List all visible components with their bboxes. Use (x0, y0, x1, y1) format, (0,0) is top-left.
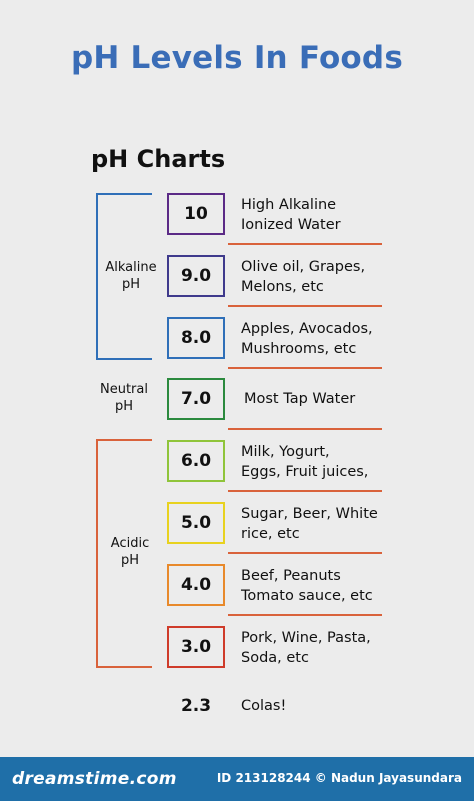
ph-value-box: 6.0 (167, 440, 225, 482)
alkaline-bracket (96, 193, 152, 360)
acidic-label-line2: pH (120, 553, 140, 568)
acidic-label-line1: Acidic (110, 536, 150, 551)
desc-line: Apples, Avocados, (241, 321, 373, 337)
ph-description: Milk, Yogurt, Eggs, Fruit juices, (241, 442, 391, 482)
desc-line: Milk, Yogurt, (241, 444, 330, 460)
footer-bar: dreamstime.com ID 213128244 © Nadun Jaya… (0, 757, 474, 801)
desc-line: Sugar, Beer, White (241, 506, 378, 522)
row-divider (228, 305, 382, 307)
desc-line: Ionized Water (241, 217, 341, 233)
ph-description: Olive oil, Grapes, Melons, etc (241, 257, 391, 297)
alkaline-label-line1: Alkaline (105, 260, 157, 275)
ph-row: 8.0 Apples, Avocados, Mushrooms, etc (0, 317, 474, 379)
ph-description: Most Tap Water (244, 389, 394, 409)
ph-row: 10 High Alkaline Ionized Water (0, 193, 474, 255)
acidic-bracket (96, 439, 152, 668)
alkaline-label-line2: pH (121, 277, 141, 292)
ph-value-box: 5.0 (167, 502, 225, 544)
ph-value-box: 8.0 (167, 317, 225, 359)
ph-description: Beef, Peanuts Tomato sauce, etc (241, 566, 391, 606)
acidic-label: Acidic pH (90, 535, 170, 569)
ph-row: 2.3 Colas! (0, 685, 474, 747)
alkaline-label: Alkaline pH (91, 259, 171, 293)
desc-line: Tomato sauce, etc (241, 588, 373, 604)
ph-row: 6.0 Milk, Yogurt, Eggs, Fruit juices, (0, 440, 474, 502)
desc-line: rice, etc (241, 526, 300, 542)
ph-description: Apples, Avocados, Mushrooms, etc (241, 319, 391, 359)
image-credit: ID 213128244 © Nadun Jayasundara (216, 771, 462, 785)
desc-line: Mushrooms, etc (241, 341, 357, 357)
row-divider (228, 490, 382, 492)
desc-line: Most Tap Water (244, 391, 356, 407)
page-title: pH Levels In Foods (71, 40, 403, 76)
desc-line: Beef, Peanuts (241, 568, 341, 584)
chart-heading: pH Charts (91, 145, 226, 173)
desc-line: Soda, etc (241, 650, 309, 666)
row-divider (228, 428, 382, 430)
neutral-label: Neutral pH (84, 381, 164, 415)
ph-value-box: 3.0 (167, 626, 225, 668)
brand-logo: dreamstime.com (12, 769, 177, 789)
row-divider (228, 367, 382, 369)
desc-line: Melons, etc (241, 279, 324, 295)
ph-description: Colas! (241, 696, 391, 716)
desc-line: Olive oil, Grapes, (241, 259, 366, 275)
row-divider (228, 614, 382, 616)
ph-row: 9.0 Olive oil, Grapes, Melons, etc (0, 255, 474, 317)
ph-row: 5.0 Sugar, Beer, White rice, etc (0, 502, 474, 564)
desc-line: High Alkaline (241, 197, 337, 213)
ph-description: High Alkaline Ionized Water (241, 195, 391, 235)
row-divider (228, 243, 382, 245)
ph-row: 4.0 Beef, Peanuts Tomato sauce, etc (0, 564, 474, 626)
desc-line: Colas! (241, 698, 287, 714)
ph-row: 3.0 Pork, Wine, Pasta, Soda, etc (0, 626, 474, 688)
ph-value-box: 10 (167, 193, 225, 235)
ph-description: Pork, Wine, Pasta, Soda, etc (241, 628, 391, 668)
ph-value-box: 2.3 (180, 696, 212, 716)
desc-line: Pork, Wine, Pasta, (241, 630, 371, 646)
ph-value-box: 7.0 (167, 378, 225, 420)
ph-row: 7.0 Most Tap Water (0, 378, 474, 440)
ph-value-box: 9.0 (167, 255, 225, 297)
row-divider (228, 552, 382, 554)
desc-line: Eggs, Fruit juices, (241, 464, 369, 480)
ph-value-box: 4.0 (167, 564, 225, 606)
neutral-label-line2: pH (114, 399, 134, 414)
ph-description: Sugar, Beer, White rice, etc (241, 504, 391, 544)
neutral-label-line1: Neutral (100, 382, 148, 397)
